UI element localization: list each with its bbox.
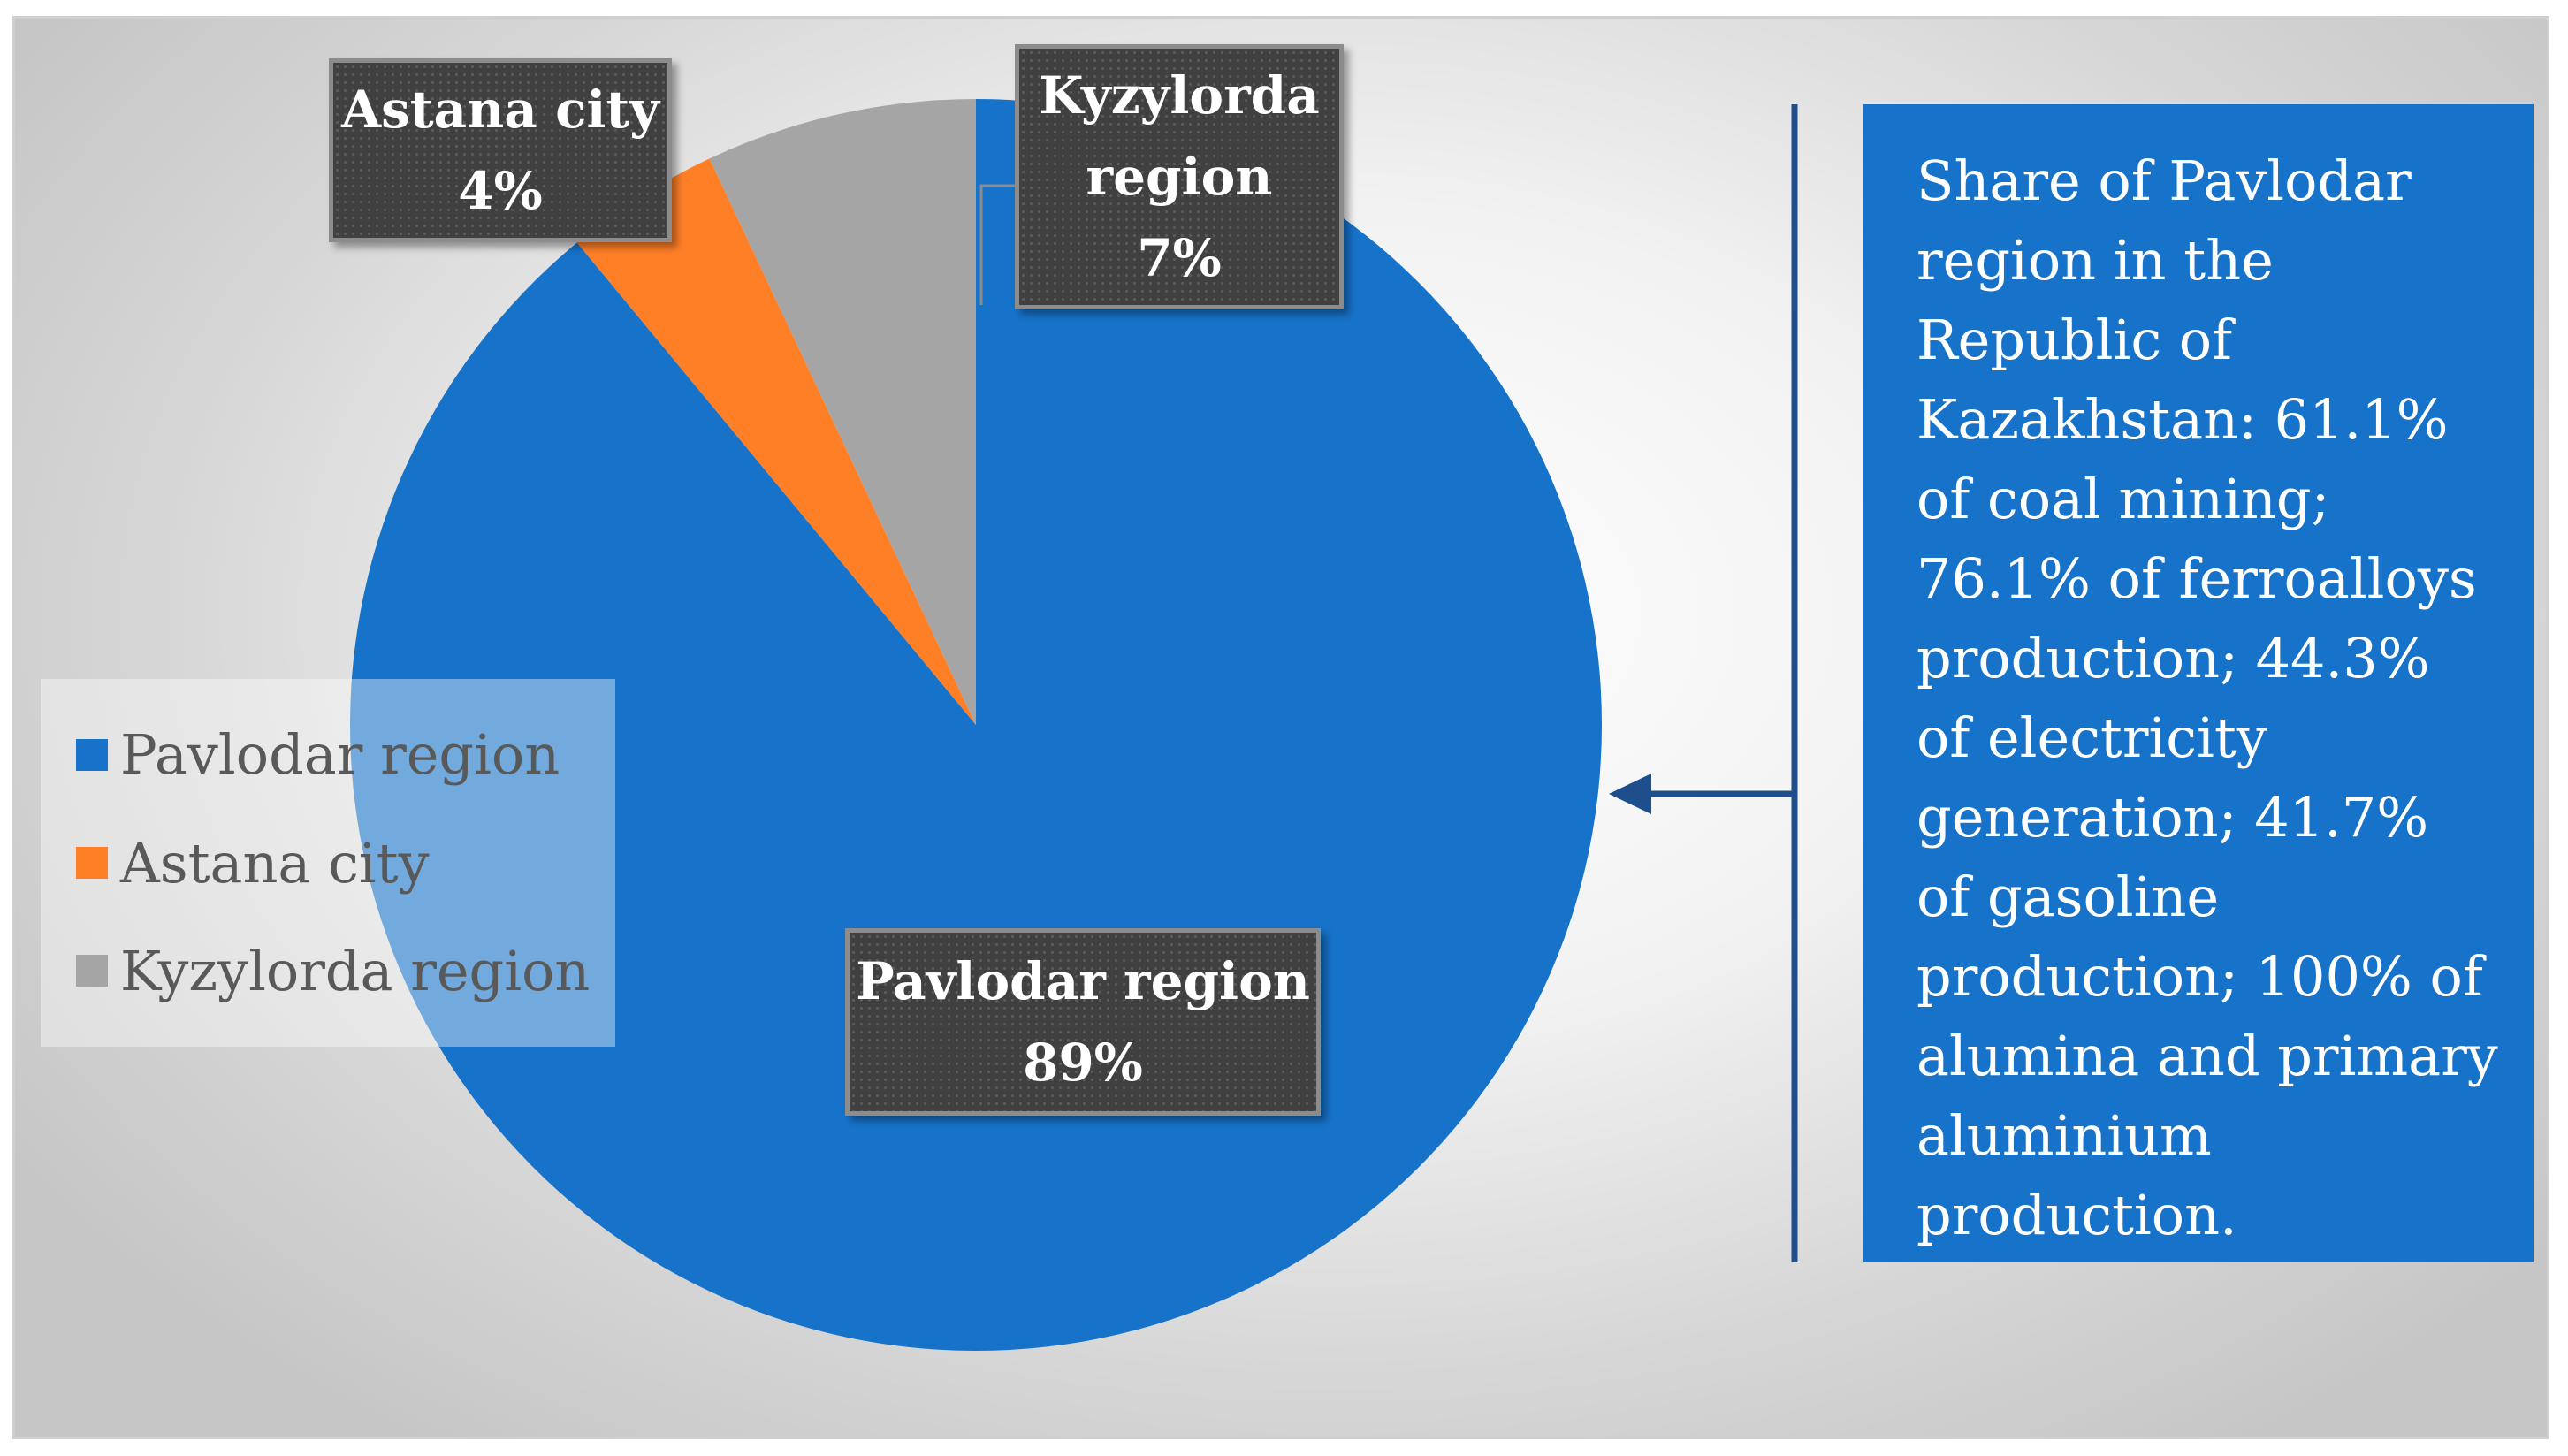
legend-swatch (76, 847, 108, 879)
label-kyzylorda-name: Kyzylorda (1039, 65, 1320, 126)
legend-swatch (76, 955, 108, 987)
pointer-arrow (1609, 104, 1798, 1262)
label-astana-name: Astana city (341, 80, 659, 140)
info-box: Share of Pavlodar region in the Republic… (1863, 104, 2534, 1262)
data-label-astana: Astana city 4% (329, 58, 672, 242)
pie-slice-astana-city (576, 158, 976, 725)
legend-item: Pavlodar region (76, 722, 615, 787)
leader-lines (979, 184, 1017, 305)
pie-slice-kyzylorda-region (709, 98, 976, 725)
label-kyzylorda-name-2: region (1086, 147, 1273, 207)
data-label-pavlodar: Pavlodar region 89% (845, 928, 1321, 1116)
legend-item: Kyzylorda region (76, 939, 615, 1003)
legend-swatch (76, 738, 108, 771)
info-text: Share of Pavlodar region in the Republic… (1916, 149, 2498, 1247)
label-astana-value: 4% (458, 161, 543, 221)
arrow-head (1609, 774, 1651, 814)
legend-label: Kyzylorda region (120, 938, 591, 1003)
legend-item: Astana city (76, 831, 615, 896)
label-kyzylorda-value: 7% (1137, 228, 1222, 288)
label-pavlodar-value: 89% (1023, 1033, 1143, 1093)
legend: Pavlodar region Astana city Kyzylorda re… (41, 679, 615, 1047)
kyzylorda-leader-line (979, 184, 1017, 305)
label-pavlodar-name: Pavlodar region (856, 951, 1310, 1011)
legend-label: Astana city (120, 830, 430, 896)
legend-label: Pavlodar region (120, 722, 560, 788)
data-label-kyzylorda: Kyzylorda region 7% (1015, 44, 1344, 309)
